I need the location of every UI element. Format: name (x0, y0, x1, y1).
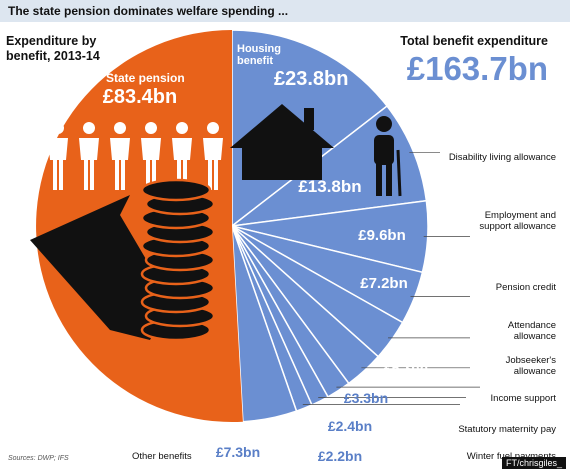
coin (140, 178, 212, 202)
chart-banner: The state pension dominates welfare spen… (0, 0, 570, 22)
person-icon (176, 122, 188, 134)
label-statutory-maternity-pay: Statutory maternity pay (458, 424, 556, 435)
value-label-statutory-maternity-pay: £2.4bn (328, 418, 372, 434)
slice-name-state-pension: State pension (106, 71, 185, 85)
subtitle-line-1: Expenditure by (6, 34, 97, 48)
people-icon (48, 122, 223, 190)
person-body-icon (110, 138, 130, 190)
banner-title: The state pension dominates welfare spen… (8, 4, 289, 18)
person-body-icon (172, 138, 192, 190)
value-label-disability-living-allowance: £13.8bn (298, 177, 361, 196)
label-income-support: Income support (490, 393, 556, 404)
person-icon (114, 122, 126, 134)
chart-subtitle: Expenditure by benefit, 2013-14 (6, 34, 100, 64)
value-label-pension-credit: £7.2bn (360, 275, 408, 292)
label-jobseekers-allowance: Jobseeker's allowance (505, 355, 556, 377)
source-note: Sources: DWP; IFS (8, 455, 69, 462)
elderly-person-icon (374, 116, 402, 197)
total-label: Total benefit expenditure (400, 34, 548, 48)
person-icon (52, 122, 64, 134)
value-label-employment-and-support-allowance: £9.6bn (358, 227, 406, 244)
label-attendance-allowance: Attendance allowance (507, 320, 556, 342)
person-icon (207, 122, 219, 134)
label-employment-support-allowance: Employment and support allowance (479, 210, 556, 232)
slice-name-housing-line-2: benefit (237, 55, 273, 67)
slice-name-housing-line-1: Housing (237, 43, 281, 55)
coin-stack-icon (30, 178, 216, 342)
coin-shadow (30, 195, 170, 340)
total-value: £163.7bn (406, 50, 548, 87)
person-body-icon (203, 138, 223, 190)
person-body-icon (79, 138, 99, 190)
leader-lines (302, 151, 480, 405)
subtitle-line-2: benefit, 2013-14 (6, 49, 100, 63)
credit-badge: FT/chrisgiles_ (501, 457, 566, 469)
value-label-state-pension: £83.4bn (103, 86, 177, 108)
value-label-housing-benefit: £23.8bn (274, 68, 348, 90)
value-label-other-benefits: £7.3bn (216, 444, 260, 460)
label-disability-living-allowance: Disability living allowance (448, 152, 556, 163)
label-other-benefits: Other benefits (132, 451, 192, 462)
person-body-icon (141, 138, 161, 190)
slice-other-benefits (231, 225, 298, 423)
label-winter-fuel-payments: Winter fuel payments (466, 451, 556, 462)
house-icon (230, 104, 334, 180)
label-pension-credit: Pension credit (495, 282, 556, 293)
person-icon (145, 122, 157, 134)
value-label-attendance-allowance: £5.6bn (404, 322, 448, 338)
person-body-icon (48, 138, 68, 190)
value-label-jobseeker-s-allowance: £5.3bn (384, 360, 428, 376)
value-label-income-support: £3.3bn (344, 390, 388, 406)
person-icon (83, 122, 95, 134)
value-label-winter-fuel-payments: £2.2bn (318, 448, 362, 464)
